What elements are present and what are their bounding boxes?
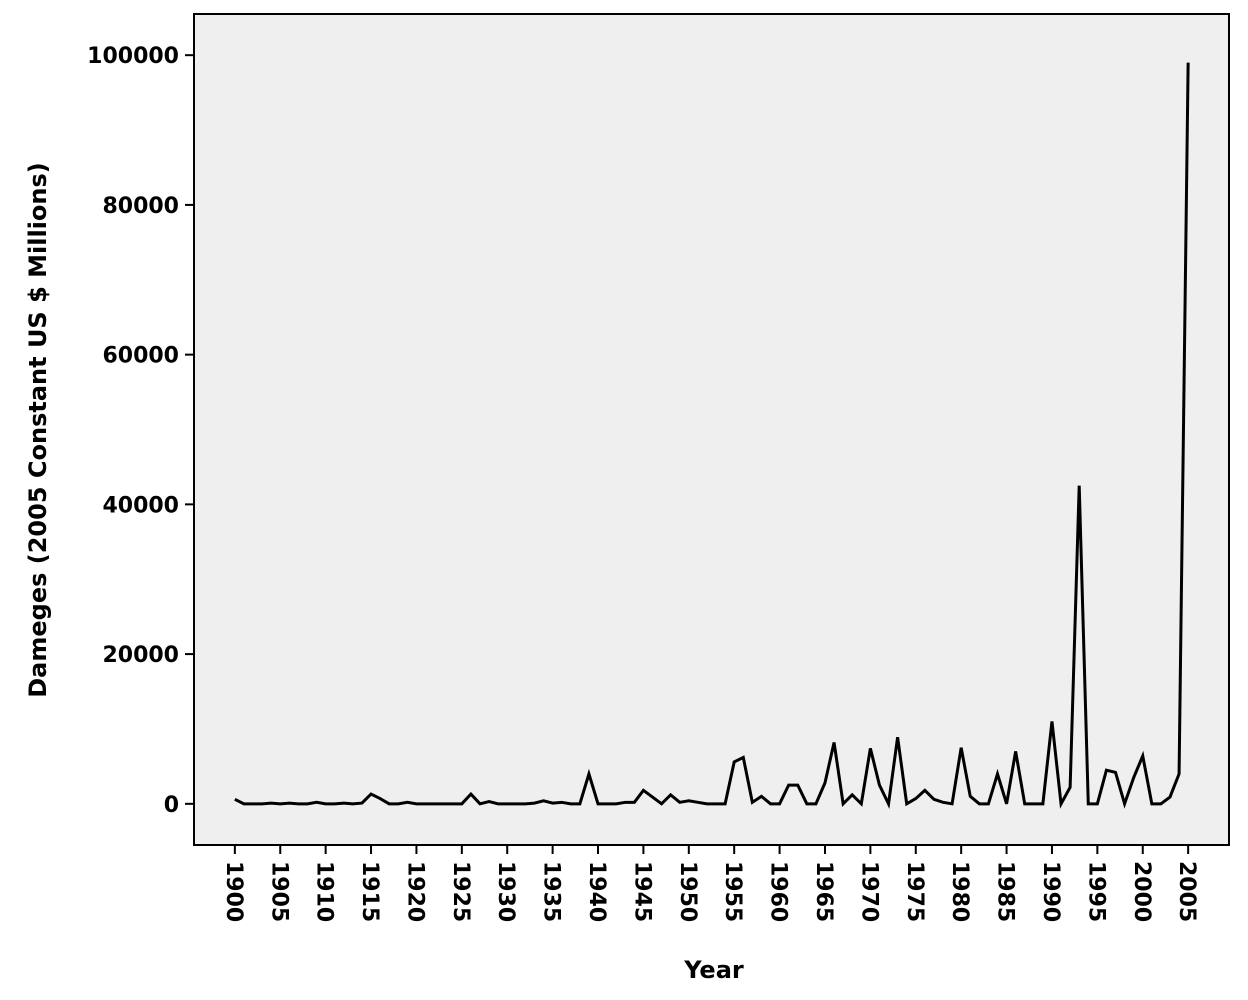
plot-area <box>194 14 1229 845</box>
y-tick-label: 20000 <box>102 643 179 668</box>
x-tick-label: 1945 <box>629 861 654 922</box>
series-line <box>234 62 1190 809</box>
x-axis-title: Year <box>683 956 744 984</box>
x-tick-label: 1925 <box>448 861 473 922</box>
x-tick-label: 1930 <box>493 861 518 922</box>
x-tick-label: 1970 <box>856 861 881 922</box>
x-tick-label: 2005 <box>1174 861 1199 922</box>
x-tick-label: 2000 <box>1129 861 1154 922</box>
x-tick-label: 1960 <box>766 861 791 922</box>
y-axis-title: Dameges (2005 Constant US $ Millions) <box>24 162 52 697</box>
x-tick-label: 1935 <box>539 861 564 922</box>
x-tick-label: 1955 <box>720 861 745 922</box>
x-tick-label: 1950 <box>675 861 700 922</box>
x-tick-label: 1940 <box>584 861 609 922</box>
x-tick-label: 1990 <box>1038 861 1063 922</box>
x-tick-label: 1975 <box>902 861 927 922</box>
x-tick-label: 1965 <box>811 861 836 922</box>
x-tick-label: 1905 <box>266 861 291 922</box>
x-axis: 1900 1905 1910 1915 1920 1925 1930 1935 1940 1945… <box>221 845 1199 922</box>
x-tick-label: 1915 <box>357 861 382 922</box>
x-tick-label: 1980 <box>947 861 972 922</box>
y-tick-label: 40000 <box>102 493 179 518</box>
x-tick-label: 1995 <box>1083 861 1108 922</box>
x-tick-label: 1900 <box>221 861 246 922</box>
y-axis: 0 20000 40000 60000 80000 100000 <box>87 44 194 818</box>
plot-frame <box>193 13 1230 846</box>
y-tick-label: 80000 <box>102 194 179 219</box>
x-tick-label: 1985 <box>993 861 1018 922</box>
y-tick-label: 60000 <box>102 344 179 369</box>
y-tick-label: 0 <box>164 793 179 818</box>
x-tick-label: 1920 <box>402 861 427 922</box>
x-tick-label: 1910 <box>312 861 337 922</box>
y-tick-label: 100000 <box>87 44 179 69</box>
